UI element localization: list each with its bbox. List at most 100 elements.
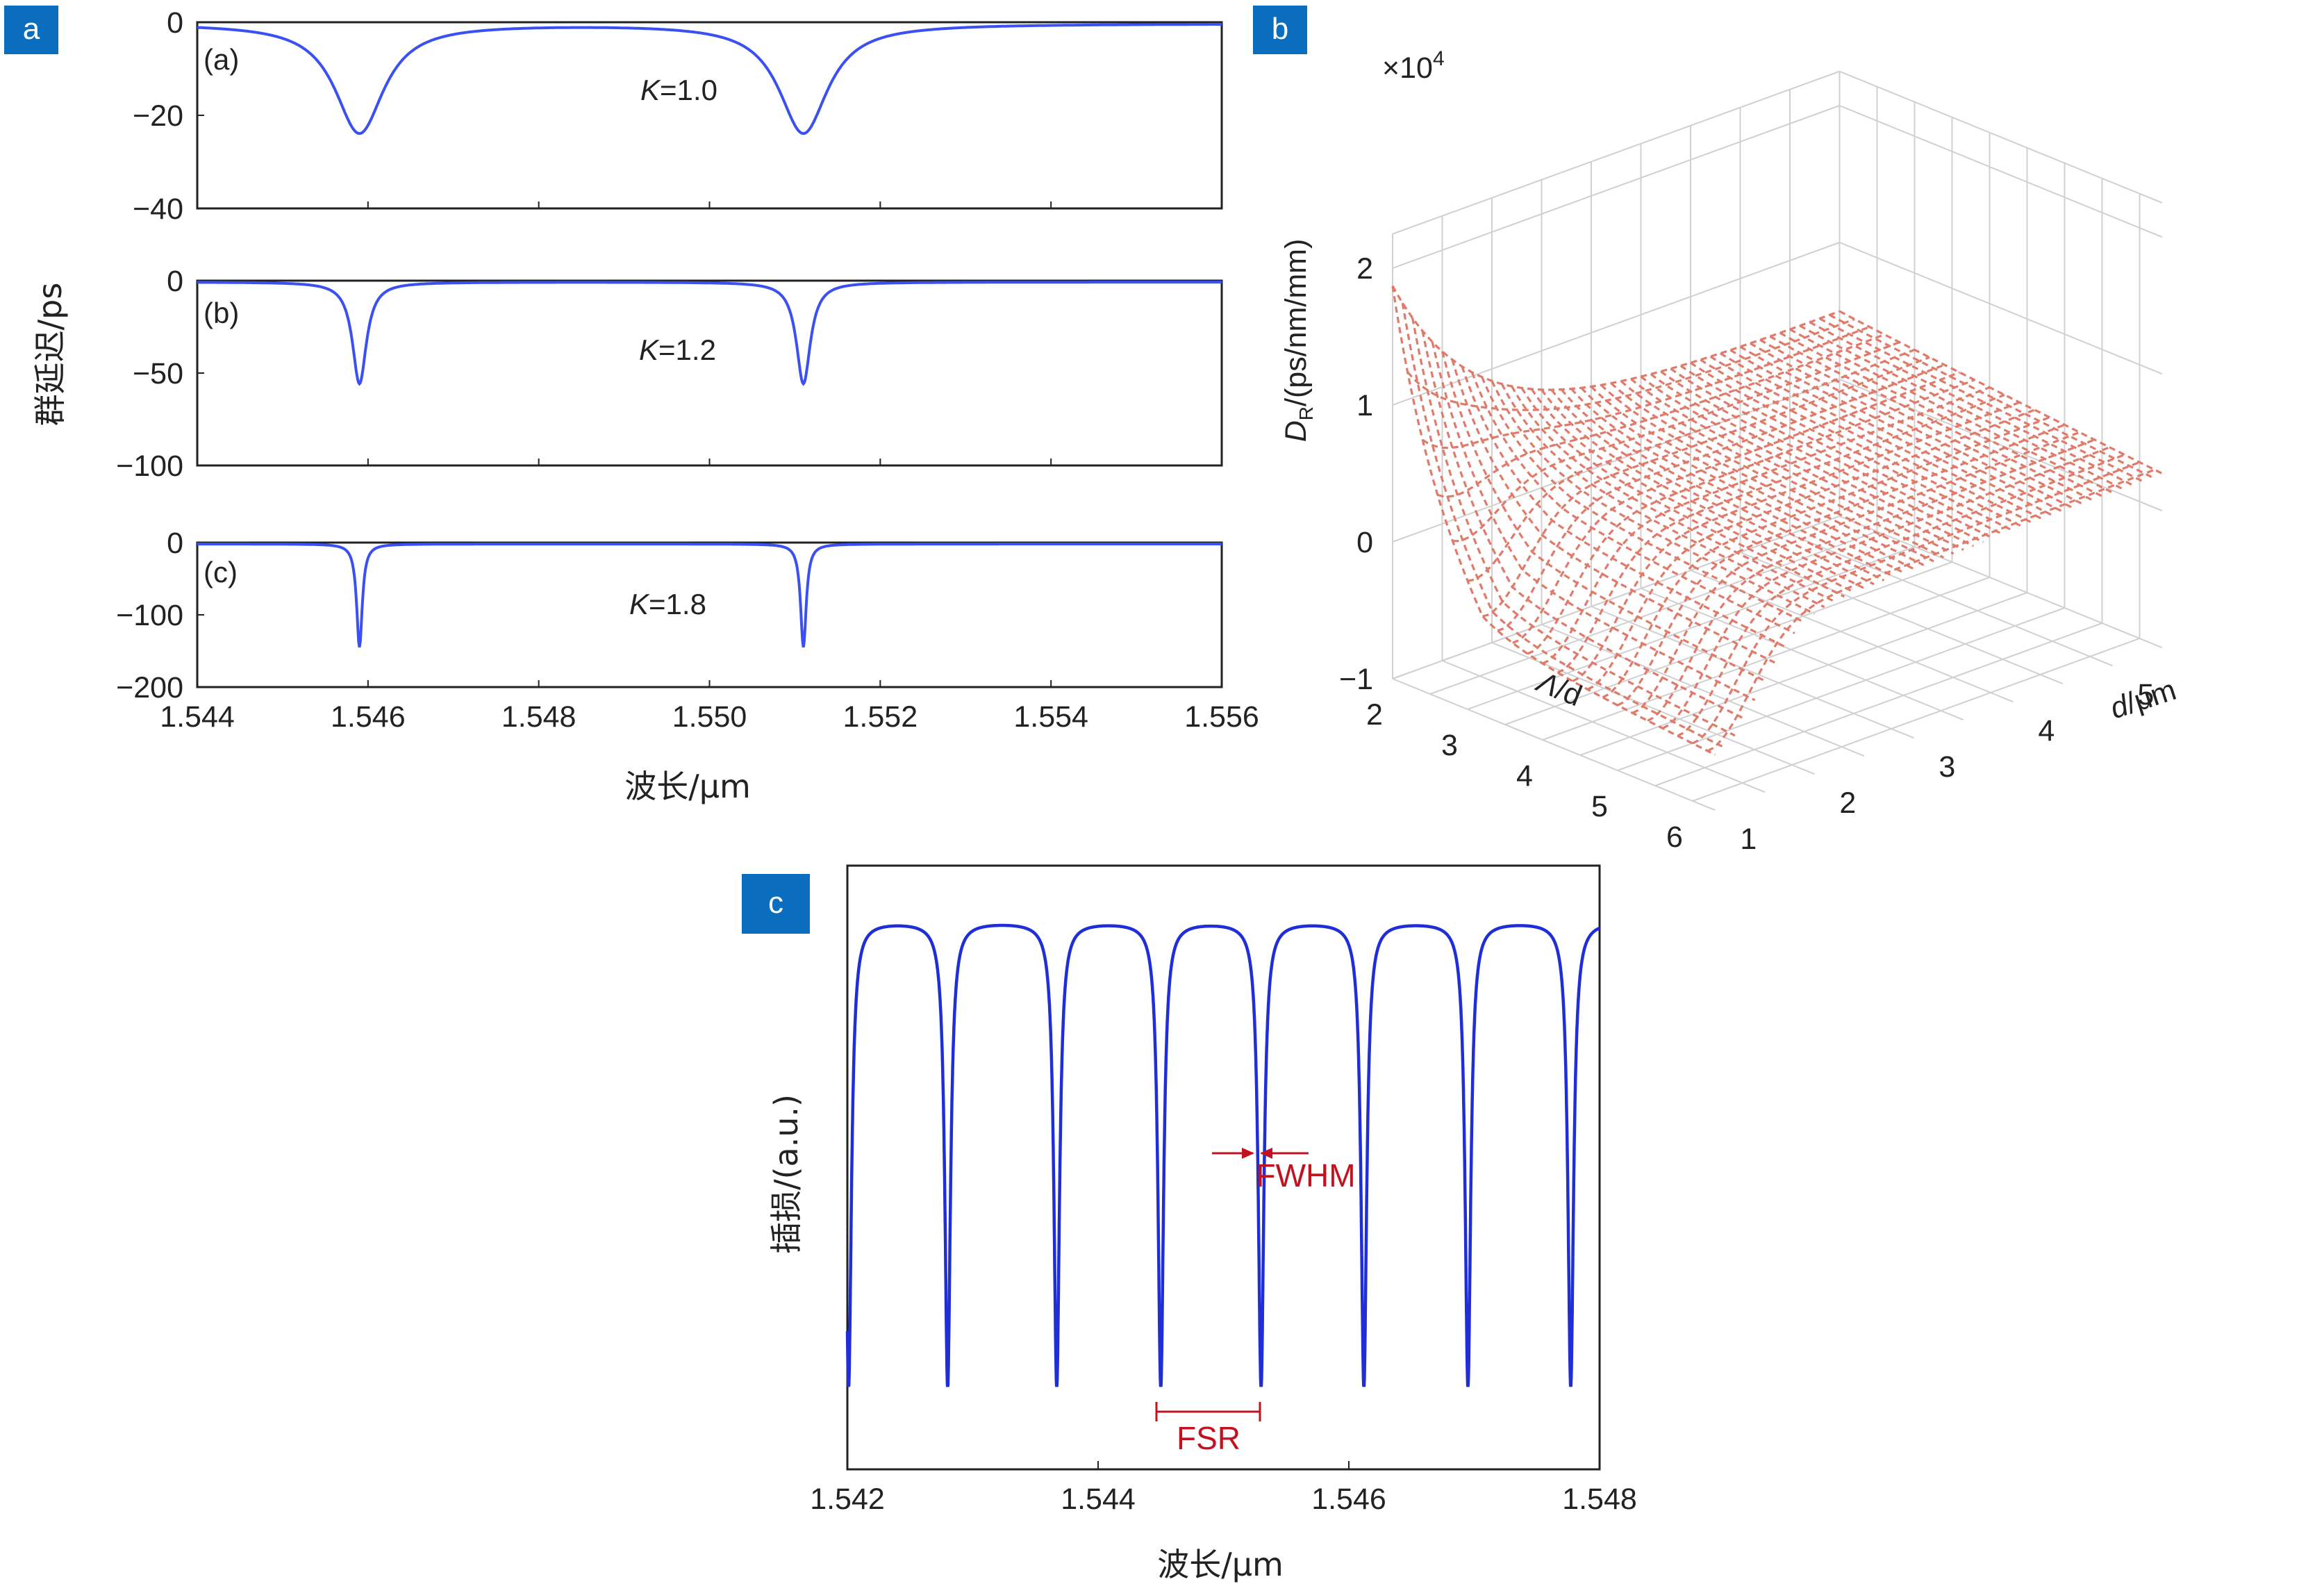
fwhm-left-arrowhead — [1242, 1148, 1254, 1159]
grid-line — [1392, 678, 1716, 811]
d-tick-label: 1 — [1740, 823, 1757, 856]
k-value-label: K=1.0 — [640, 74, 717, 106]
panel-b-d-ticks: 1 2 3 4 5 — [1740, 678, 2154, 856]
grid-line — [1839, 70, 2163, 204]
x-tick-label: 1.548 — [501, 700, 576, 734]
panel-c-frame — [846, 864, 1601, 1471]
mesh-line — [1617, 424, 2066, 707]
mesh-line — [1500, 383, 1825, 609]
panel-c-x-ticks: 1.542 1.544 1.546 1.548 — [810, 1461, 1637, 1516]
mesh-line — [1401, 302, 1726, 749]
grid-line — [1579, 592, 2027, 756]
mesh-line — [1461, 366, 1786, 648]
subplot-tag: (b) — [204, 297, 239, 329]
mesh-line — [1441, 351, 1766, 682]
grid-line — [1839, 515, 2163, 649]
panel-a-x-ticks: 1.544 1.546 1.548 1.550 1.552 1.554 1.556 — [160, 201, 1259, 734]
panel-a-subplot-c: (c) K=1.8 0 −100 −200 — [116, 527, 1223, 704]
grid-line — [1591, 606, 1914, 739]
mesh-line — [1692, 461, 2141, 745]
mesh-line — [1587, 408, 2035, 691]
grid-line — [1504, 561, 1952, 725]
panel-c-annotations: FWHM FSR — [1155, 1148, 1356, 1456]
x-tick-label: 1.542 — [810, 1483, 885, 1516]
x-tick-label: 1.546 — [1311, 1483, 1386, 1516]
x-tick-label: 1.552 — [843, 700, 918, 734]
mesh-line — [1520, 387, 1845, 598]
mesh-line — [1610, 382, 1934, 563]
x-tick-label: 1.554 — [1013, 700, 1088, 734]
y-ticks: 0 −50 −100 — [116, 265, 204, 483]
mesh-line — [1422, 326, 1870, 449]
mesh-line — [1391, 286, 1716, 756]
grid-line — [1789, 534, 2113, 667]
grid-line — [1392, 379, 1840, 543]
grid-line — [1541, 624, 1865, 757]
panel-a-label-badge — [4, 6, 58, 54]
mesh-line — [1550, 389, 1875, 586]
mesh-line — [1662, 446, 2110, 729]
grid-line — [1654, 622, 2102, 786]
panel-a-subplot-a: (a) K=1.0 0 −20 −40 — [133, 6, 1223, 226]
mesh-line — [1779, 331, 2103, 497]
mesh-line — [1512, 371, 1960, 644]
panel-a: a 群延迟/ps 波长/μm (a) K=1.0 0 −20 −40 (b) K=1… — [4, 6, 1259, 805]
mesh-line — [1809, 321, 2133, 486]
lambda-tick-label: 6 — [1666, 820, 1683, 854]
d-tick-label: 3 — [1939, 750, 1955, 784]
y-tick-label: −200 — [116, 671, 183, 704]
panel-c-xlabel: 波长/μm — [1157, 1546, 1284, 1583]
y-tick-label: −20 — [133, 99, 183, 133]
d-tick-label: 5 — [2137, 678, 2154, 711]
panel-b-label: b — [1272, 12, 1288, 46]
grid-line — [1392, 105, 1840, 269]
y-tick-label: 0 — [167, 265, 183, 298]
grid-line — [1839, 242, 2163, 375]
mesh-line — [1819, 317, 2143, 482]
mesh-line — [1799, 324, 2123, 490]
mesh-line — [1421, 330, 1746, 720]
y-tick-label: −100 — [116, 449, 183, 483]
mesh-line — [1557, 393, 2005, 674]
panel-c: c 1.542 1.544 1.546 1.548 插损/(a.u.) 波长/μm F… — [742, 864, 1637, 1583]
mesh-line — [1572, 401, 2020, 682]
mesh-line — [1470, 372, 1795, 634]
d-tick-label: 4 — [2038, 714, 2055, 748]
x-tick-label: 1.546 — [331, 700, 406, 734]
mesh-line — [1411, 317, 1736, 737]
x-tick-label: 1.548 — [1562, 1483, 1637, 1516]
mesh-line — [1750, 342, 2073, 509]
y-ticks: 0 −100 −200 — [116, 527, 204, 704]
panel-b-multiplier: ×104 — [1382, 47, 1445, 85]
panel-a-subplot-b: (b) K=1.2 0 −50 −100 — [116, 265, 1223, 483]
panel-c-label-badge — [742, 874, 810, 934]
x-tick-label: 1.544 — [160, 700, 235, 734]
mesh-line — [1632, 431, 2080, 714]
delay-curve-c — [197, 543, 1222, 647]
z-tick-label: 2 — [1356, 252, 1373, 286]
grid-line — [1491, 642, 1815, 775]
mesh-line — [1602, 416, 2050, 699]
delay-curve-b — [197, 281, 1222, 386]
x-tick-label: 1.556 — [1184, 700, 1259, 734]
mesh-line — [1491, 380, 1816, 616]
y-tick-label: −40 — [133, 192, 183, 226]
panel-a-ylabel: 群延迟/ps — [31, 283, 69, 427]
mesh-line — [1630, 378, 1954, 555]
fwhm-label: FWHM — [1256, 1157, 1355, 1194]
fsr-label: FSR — [1177, 1420, 1240, 1456]
mesh-line — [1482, 356, 1930, 618]
panel-c-label: c — [768, 886, 783, 920]
k-value-label: K=1.8 — [629, 588, 706, 620]
z-tick-label: 0 — [1356, 526, 1373, 559]
insertion-loss-curve — [845, 923, 1600, 1387]
grid-line — [1740, 552, 2064, 685]
mesh-line — [1452, 341, 1900, 543]
grid-line — [1641, 588, 1964, 721]
panel-a-label: a — [23, 12, 40, 46]
subplot-tag: (c) — [204, 556, 238, 588]
panel-b-ylabel: d/μm — [2106, 673, 2180, 725]
grid-line — [1542, 577, 1990, 741]
subplot-frame — [196, 541, 1223, 688]
